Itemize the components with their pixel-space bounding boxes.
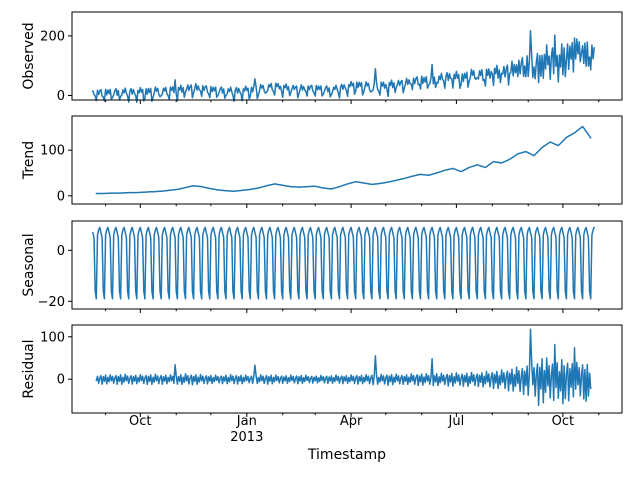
- observed-line: [92, 30, 595, 103]
- x-axis-title: Timestamp: [307, 447, 386, 463]
- x-tick-label: Apr: [340, 414, 363, 429]
- x-tick-label: Jan: [236, 414, 257, 429]
- y-axis-title-observed: Observed: [21, 22, 37, 89]
- panel-seasonal: −20 0 Seasonal: [21, 220, 623, 313]
- y-axis-title-seasonal: Seasonal: [21, 233, 37, 296]
- y-tick-label: 0: [57, 189, 65, 204]
- y-tick-label: 0: [57, 89, 65, 104]
- y-axis-title-residual: Residual: [21, 339, 37, 398]
- axes-frame: [71, 220, 623, 310]
- x-year-label: 2013: [230, 430, 263, 445]
- residual-line: [95, 328, 592, 407]
- axes-frame: [71, 115, 623, 205]
- x-tick-label: Jul: [448, 414, 465, 429]
- axes-frame: [71, 324, 623, 414]
- y-tick-label: 100: [40, 330, 65, 345]
- y-tick-label: 100: [40, 144, 65, 159]
- y-tick-label: 200: [40, 29, 65, 44]
- seasonal-line: [92, 226, 595, 300]
- x-tick-label: Oct: [552, 414, 574, 429]
- axes-frame: [71, 11, 623, 101]
- x-tick-label: Oct: [129, 414, 151, 429]
- y-tick-label: −20: [38, 295, 65, 310]
- y-axis-title-trend: Trend: [21, 141, 37, 180]
- trend-line: [95, 125, 592, 195]
- y-tick-label: 0: [57, 244, 65, 259]
- y-tick-label: 0: [57, 373, 65, 388]
